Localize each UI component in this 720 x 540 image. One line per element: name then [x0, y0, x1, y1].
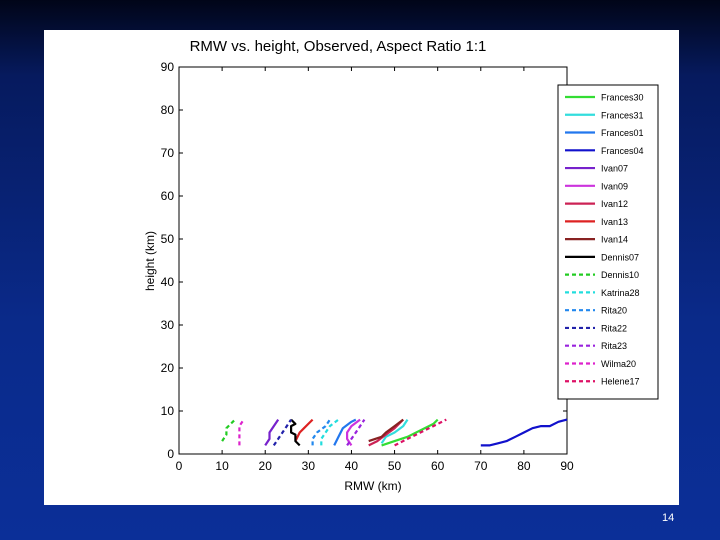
series-layer	[221, 418, 568, 447]
x-tick-label: 50	[388, 459, 402, 473]
y-tick-label: 40	[161, 275, 175, 289]
legend-label: Frances04	[601, 146, 644, 156]
x-tick-label: 80	[517, 459, 531, 473]
series-line-rita22	[272, 418, 293, 447]
legend: Frances30 Frances31 Frances01 Frances04 Ivan…	[557, 84, 659, 400]
legend-label: Frances31	[601, 110, 644, 120]
series-line-wilma20	[238, 418, 245, 446]
series-line-rita20	[311, 418, 331, 446]
figure-panel: RMW vs. height, Observed, Aspect Ratio 1…	[44, 30, 679, 505]
legend-label: Frances30	[601, 93, 644, 103]
legend-label: Dennis07	[601, 252, 639, 262]
series-line-frances30	[381, 418, 439, 447]
x-tick-label: 40	[345, 459, 359, 473]
legend-label: Frances01	[601, 128, 644, 138]
chart-title: RMW vs. height, Observed, Aspect Ratio 1…	[190, 38, 487, 55]
legend-label: Ivan07	[601, 164, 628, 174]
x-tick-label: 60	[431, 459, 445, 473]
slide-number: 14	[662, 512, 675, 524]
x-tick-label: 90	[560, 459, 574, 473]
series-line-frances04	[480, 418, 568, 447]
legend-label: Ivan13	[601, 217, 628, 227]
x-tick-label: 10	[215, 459, 229, 473]
legend-label: Ivan14	[601, 235, 628, 245]
y-axis: 0 10 20 30 40 50 60 70 80 90	[161, 60, 567, 461]
y-axis-label: height (km)	[143, 231, 157, 291]
series-line-helene17	[394, 418, 447, 447]
x-tick-label: 30	[302, 459, 316, 473]
legend-label: Rita23	[601, 341, 627, 351]
y-tick-label: 70	[161, 146, 175, 160]
legend-label: Dennis10	[601, 270, 639, 280]
series-line-frances01	[333, 418, 357, 446]
legend-label: Rita20	[601, 306, 627, 316]
x-axis-label: RMW (km)	[344, 479, 401, 493]
legend-label: Rita22	[601, 323, 627, 333]
series-line-dennis07	[290, 418, 301, 447]
y-tick-label: 80	[161, 103, 175, 117]
x-tick-label: 70	[474, 459, 488, 473]
series-line-ivan13	[294, 418, 314, 442]
series-line-ivan12	[368, 418, 404, 447]
series-line-ivan09	[346, 418, 361, 447]
y-tick-label: 0	[167, 447, 174, 461]
legend-label: Helene17	[601, 377, 640, 387]
x-axis: 0 10 20 30 40 50 60 70 80 90	[176, 67, 574, 473]
y-tick-label: 60	[161, 189, 175, 203]
y-tick-label: 10	[161, 404, 175, 418]
legend-label: Wilma20	[601, 359, 636, 369]
legend-label: Ivan12	[601, 199, 628, 209]
rmw-height-chart: RMW vs. height, Observed, Aspect Ratio 1…	[143, 38, 659, 493]
y-tick-label: 30	[161, 318, 175, 332]
y-tick-label: 50	[161, 232, 175, 246]
series-line-rita23	[346, 418, 366, 447]
y-tick-label: 20	[161, 361, 175, 375]
legend-label: Ivan09	[601, 181, 628, 191]
y-tick-label: 90	[161, 60, 175, 74]
series-line-ivan07	[264, 418, 280, 447]
legend-label: Katrina28	[601, 288, 640, 298]
series-line-ivan14	[368, 418, 404, 443]
series-line-katrina28	[320, 418, 340, 446]
series-line-frances31	[380, 418, 409, 444]
x-tick-label: 20	[259, 459, 273, 473]
plot-area	[178, 66, 568, 455]
series-line-dennis10	[221, 418, 236, 442]
x-tick-label: 0	[176, 459, 183, 473]
